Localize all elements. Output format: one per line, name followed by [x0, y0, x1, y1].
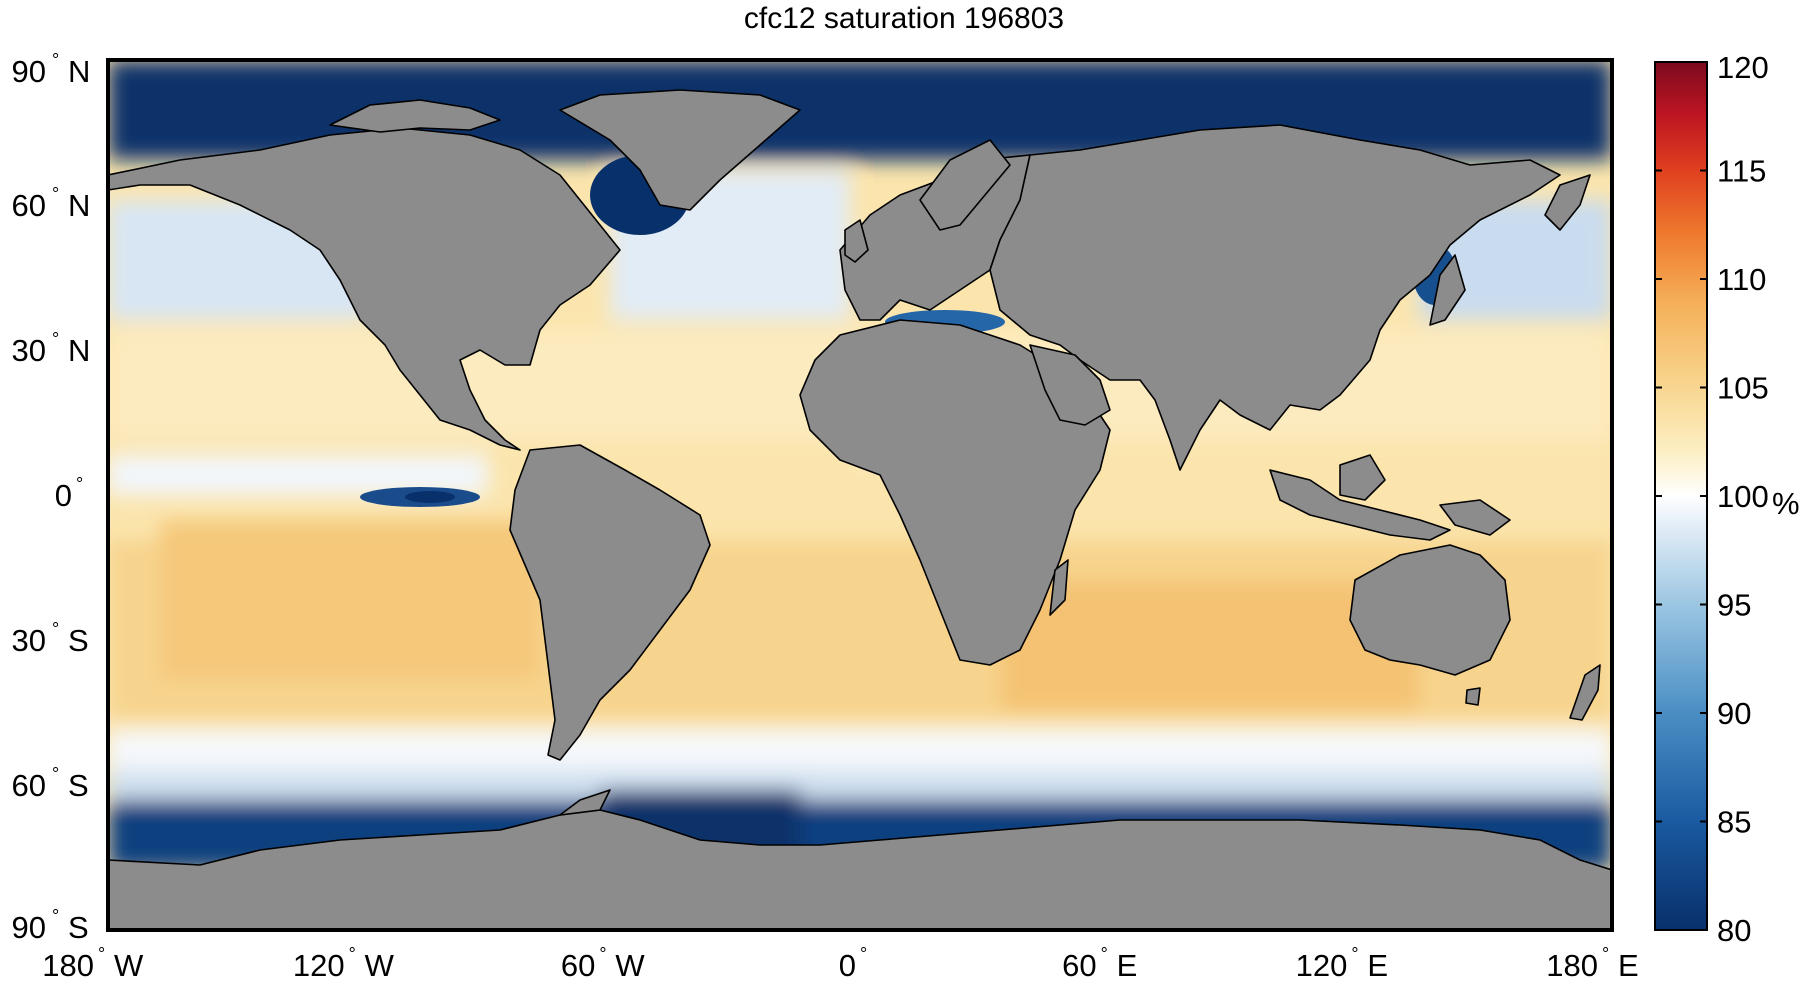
y-tick-degree: ° — [52, 619, 59, 639]
colorbar-tick-label: 120 — [1717, 50, 1769, 85]
colorbar-ticks: 80 85 90 95 100 105 110 115 120 — [1655, 50, 1769, 948]
region-indian-warm — [1000, 580, 1420, 710]
y-tick-hemisphere: S — [68, 623, 89, 658]
land-south-america — [509, 444, 711, 761]
x-tick-degree: ° — [1602, 944, 1609, 964]
y-tick-label: 30 ° N — [12, 329, 91, 368]
land-indonesia — [1269, 469, 1451, 541]
y-tick-label: 60 ° S — [12, 764, 89, 803]
y-tick-number: 0 — [55, 478, 72, 513]
colorbar-unit: % — [1772, 486, 1800, 521]
y-tick-number: 90 — [12, 54, 46, 89]
y-tick-label: 30 ° S — [12, 619, 89, 658]
x-tick-hemisphere: W — [615, 948, 645, 983]
y-tick-degree: ° — [52, 906, 59, 926]
land-borneo — [1339, 454, 1386, 501]
land-uk — [844, 219, 869, 263]
x-tick-label: 120 ° E — [1296, 944, 1388, 983]
colorbar-tick-label: 110 — [1717, 262, 1766, 297]
x-tick-label: 0 ° — [839, 944, 867, 983]
land-new-zealand — [1569, 664, 1601, 721]
y-tick-label: 60 ° N — [12, 184, 91, 223]
y-tick-hemisphere: S — [68, 910, 89, 945]
y-tick-label: 0 ° — [55, 474, 83, 513]
x-tick-hemisphere: W — [365, 948, 395, 983]
colorbar-tick-label: 80 — [1717, 913, 1751, 948]
region-south-pacific-warm — [160, 520, 540, 680]
y-tick-hemisphere: N — [68, 188, 90, 223]
land-asia — [989, 124, 1561, 471]
x-tick-label: 180 ° E — [1546, 944, 1638, 983]
land-scandinavia — [919, 139, 1011, 231]
y-tick-degree: ° — [52, 50, 59, 70]
land-antarctic-peninsula — [559, 789, 611, 816]
colorbar-tick-label: 85 — [1717, 805, 1751, 840]
y-tick-hemisphere: S — [68, 768, 89, 803]
y-tick-number: 60 — [12, 188, 46, 223]
y-tick-number: 30 — [12, 333, 46, 368]
y-tick-number: 30 — [12, 623, 46, 658]
colorbar-tick-label: 105 — [1717, 371, 1769, 406]
land-new-guinea — [1439, 499, 1511, 536]
y-tick-hemisphere: N — [68, 54, 90, 89]
x-tick-number: 180 — [1546, 948, 1598, 983]
x-tick-degree: ° — [599, 944, 606, 964]
land-canadian-archipelago — [329, 99, 501, 133]
x-tick-hemisphere: E — [1117, 948, 1138, 983]
x-tick-degree: ° — [349, 944, 356, 964]
x-tick-degree: ° — [1101, 944, 1108, 964]
x-tick-number: 180 — [42, 948, 94, 983]
y-tick-degree: ° — [52, 764, 59, 784]
land-masses — [108, 89, 1612, 930]
land-antarctica — [108, 809, 1612, 930]
land-kamchatka — [1544, 174, 1591, 231]
land-arabia — [1029, 344, 1111, 426]
y-tick-label: 90 ° S — [12, 906, 89, 945]
x-tick-degree: ° — [860, 944, 867, 964]
x-tick-number: 120 — [1296, 948, 1348, 983]
y-tick-number: 90 — [12, 910, 46, 945]
colorbar: 80 85 90 95 100 105 110 115 120 % — [1654, 50, 1800, 948]
colorbar-tick-label: 115 — [1717, 154, 1766, 189]
map-frame — [106, 58, 1614, 932]
x-tick-hemisphere: E — [1367, 948, 1388, 983]
x-tick-hemisphere: E — [1618, 948, 1639, 983]
x-tick-number: 60 — [561, 948, 595, 983]
x-tick-number: 60 — [1062, 948, 1096, 983]
y-tick-label: 90 ° N — [12, 50, 91, 89]
land-north-america — [108, 127, 621, 451]
x-tick-degree: ° — [1351, 944, 1358, 964]
land-japan — [1429, 254, 1466, 326]
x-tick-number: 120 — [293, 948, 345, 983]
y-tick-number: 60 — [12, 768, 46, 803]
land-madagascar — [1049, 559, 1069, 616]
x-tick-label: 180 ° W — [42, 944, 144, 983]
x-tick-number: 0 — [839, 948, 856, 983]
x-tick-label: 120 ° W — [293, 944, 395, 983]
y-tick-degree: ° — [52, 329, 59, 349]
map-plot-area — [108, 60, 1612, 930]
colorbar-tick-label: 90 — [1717, 696, 1751, 731]
y-tick-degree: ° — [76, 474, 83, 494]
land-greenland — [559, 89, 801, 211]
colorbar-tick-label: 95 — [1717, 588, 1751, 623]
x-tick-degree: ° — [98, 944, 105, 964]
land-tasmania — [1465, 687, 1481, 706]
y-axis-ticks: 90 ° N60 ° N30 ° N0 °30 ° S60 ° S90 ° S — [12, 50, 91, 945]
colorbar-tick-label: 100 — [1717, 479, 1769, 514]
colorbar-gradient — [1654, 61, 1708, 931]
region-eep-core — [405, 491, 455, 503]
land-australia — [1349, 544, 1511, 676]
y-tick-degree: ° — [52, 184, 59, 204]
x-tick-hemisphere: W — [114, 948, 144, 983]
x-tick-label: 60 ° W — [561, 944, 645, 983]
x-axis-ticks: 180 ° W 120 ° W 60 ° W 0 ° 60 ° E 120 ° E 180 ° E — [42, 944, 1638, 983]
y-tick-hemisphere: N — [68, 333, 90, 368]
x-tick-label: 60 ° E — [1062, 944, 1137, 983]
map-title: cfc12 saturation 196803 — [743, 2, 1065, 35]
